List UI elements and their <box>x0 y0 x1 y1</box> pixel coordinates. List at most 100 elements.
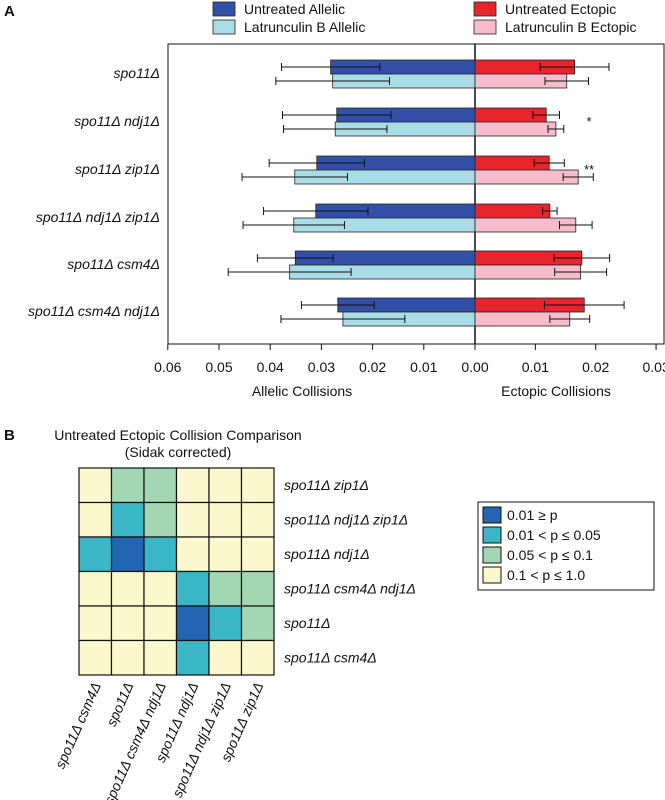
significance-marker: ** <box>584 162 594 177</box>
heatmap-legend-label: 0.01 < p ≤ 0.05 <box>507 527 601 543</box>
heatmap-cell <box>240 467 275 504</box>
heatmap-cell <box>175 536 210 573</box>
x-axis: 0.06 0.05 0.04 0.03 0.02 0.01 0.00 0.01 0.02 0.03 <box>154 344 665 375</box>
x-tick-label: 0.02 <box>359 359 386 375</box>
heatmap-legend: 0.01 ≥ p 0.01 < p ≤ 0.05 0.05 < p ≤ 0.1 0.1… <box>477 501 655 591</box>
legend-label: Untreated Allelic <box>244 1 345 17</box>
heatmap-grid <box>78 467 275 676</box>
category-label: spo11Δ <box>114 65 161 81</box>
heatmap-cell <box>143 605 178 642</box>
bars: *** <box>227 59 625 327</box>
significance-marker: * <box>586 114 591 129</box>
heatmap-cell <box>175 501 210 538</box>
bar <box>474 121 557 137</box>
x-tick-label: 0.01 <box>410 359 437 375</box>
x-tick-label: 0.03 <box>308 359 335 375</box>
heatmap-legend-frame <box>477 501 655 591</box>
x-tick-label: 0.02 <box>582 359 609 375</box>
legend-label: Latrunculin B Ectopic <box>505 19 637 35</box>
heatmap-cell <box>240 570 275 607</box>
heatmap-cell <box>143 501 178 538</box>
heatmap-legend-label: 0.05 < p ≤ 0.1 <box>507 547 593 563</box>
heatmap-row-labels: spo11Δ zip1Δ spo11Δ ndj1Δ zip1Δ spo11Δ ndj… <box>284 477 416 666</box>
category-label: spo11Δ ndj1Δ <box>74 113 160 129</box>
panel-b: B Untreated Ectopic Collision Comparison… <box>4 427 655 800</box>
heatmap-cell <box>143 570 178 607</box>
heatmap-cell <box>78 501 113 538</box>
heatmap-cell <box>175 467 210 504</box>
legend-swatch <box>212 19 236 35</box>
ectopic-axis-label: Ectopic Collisions <box>501 383 611 399</box>
panel-b-letter: B <box>4 427 15 444</box>
category-labels: spo11Δ spo11Δ ndj1Δ spo11Δ zip1Δ spo11Δ ndj… <box>28 65 160 319</box>
heatmap-cell <box>143 639 178 676</box>
legend-swatch <box>473 1 497 17</box>
legend-swatch <box>473 19 497 35</box>
heatmap-row-label: spo11Δ <box>284 615 331 631</box>
heatmap-cell <box>208 536 243 573</box>
heatmap-col-label: spo11Δ csm4Δ <box>52 680 104 771</box>
heatmap-cell <box>240 639 275 676</box>
heatmap-cell <box>175 639 210 676</box>
heatmap-title: Untreated Ectopic Collision Comparison <box>54 427 301 443</box>
heatmap-cell <box>208 639 243 676</box>
allelic-axis-label: Allelic Collisions <box>252 383 352 399</box>
heatmap-cell <box>208 501 243 538</box>
plot-frame <box>167 43 665 345</box>
heatmap-row-label: spo11Δ ndj1Δ <box>284 546 370 562</box>
category-label: spo11Δ csm4Δ ndj1Δ <box>28 303 160 319</box>
heatmap-cell <box>208 570 243 607</box>
panel-a-letter: A <box>4 3 15 20</box>
heatmap-legend-label: 0.1 < p ≤ 1.0 <box>507 567 585 583</box>
heatmap-col-label: spo11Δ <box>103 680 137 729</box>
x-tick-label: 0.06 <box>154 359 181 375</box>
heatmap-cell <box>110 639 145 676</box>
heatmap-cell <box>208 605 243 642</box>
heatmap-cell <box>110 467 145 504</box>
x-tick-label: 0.05 <box>205 359 232 375</box>
category-label: spo11Δ zip1Δ <box>75 161 160 177</box>
heatmap-cell <box>175 605 210 642</box>
heatmap-cell <box>78 639 113 676</box>
heatmap-subtitle: (Sidak corrected) <box>125 444 232 460</box>
x-tick-label: 0.01 <box>522 359 549 375</box>
category-label: spo11Δ csm4Δ <box>67 256 160 272</box>
x-tick-label: 0.03 <box>642 359 665 375</box>
legend-label: Latrunculin B Allelic <box>244 19 365 35</box>
category-label: spo11Δ ndj1Δ zip1Δ <box>36 209 160 225</box>
heatmap-col-label: spo11Δ csm4Δ ndj1Δ <box>101 680 169 800</box>
heatmap-cell <box>240 501 275 538</box>
bar-legend: Untreated Allelic Latrunculin B Allelic Un… <box>212 1 637 35</box>
heatmap-row-label: spo11Δ ndj1Δ zip1Δ <box>284 512 408 528</box>
x-tick-label: 0.04 <box>257 359 284 375</box>
heatmap-cell <box>240 536 275 573</box>
heatmap-legend-label: 0.01 ≥ p <box>507 507 558 523</box>
heatmap-cell <box>78 605 113 642</box>
heatmap-row-label: spo11Δ csm4Δ <box>284 650 377 666</box>
heatmap-cell <box>175 570 210 607</box>
heatmap-cell <box>110 570 145 607</box>
legend-label: Untreated Ectopic <box>505 1 616 17</box>
heatmap-legend-swatch <box>482 526 502 544</box>
heatmap-cell <box>110 605 145 642</box>
heatmap-row-label: spo11Δ zip1Δ <box>284 477 369 493</box>
heatmap-cell <box>78 467 113 504</box>
heatmap-cell <box>208 467 243 504</box>
bar-plot-area: *** 0.06 0.05 0.04 0.03 0.02 0.01 0.00 0.01 0.02… <box>154 43 665 375</box>
bar <box>474 203 551 219</box>
panel-a: A Untreated Allelic Latrunculin B Allelic… <box>4 1 665 399</box>
heatmap-legend-swatch <box>482 506 502 524</box>
heatmap-legend-swatch <box>482 546 502 564</box>
heatmap-legend-swatch <box>482 566 502 584</box>
heatmap-cell <box>78 536 113 573</box>
heatmap-cell <box>78 570 113 607</box>
legend-swatch <box>212 1 236 17</box>
heatmap-cell <box>110 536 145 573</box>
heatmap-cell <box>110 501 145 538</box>
heatmap-cell <box>240 605 275 642</box>
x-tick-label: 0.00 <box>461 359 488 375</box>
heatmap-cell <box>143 467 178 504</box>
heatmap-row-label: spo11Δ csm4Δ ndj1Δ <box>284 581 416 597</box>
